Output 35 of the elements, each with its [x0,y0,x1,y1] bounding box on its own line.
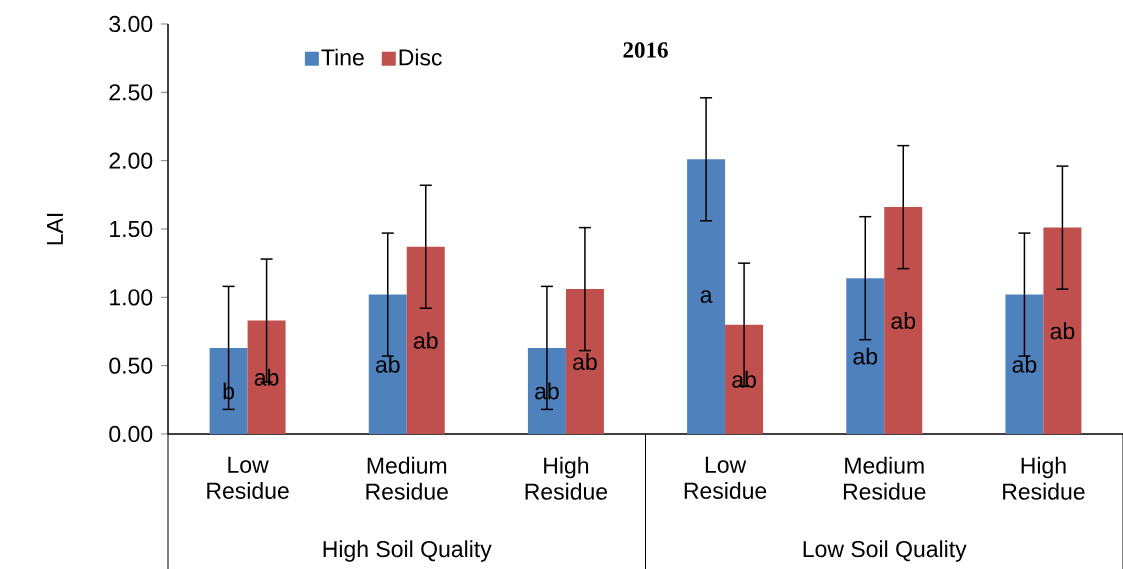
y-tick-label: 1.50 [110,220,153,238]
legend-label: Disc [399,48,442,66]
x-tick-label: High Residue [525,456,608,500]
text: 2016 [623,42,668,58]
legend-label: Tine [321,48,364,66]
data-label: ab [573,353,597,370]
x-tick-label: Medium Residue [843,456,926,500]
text: Low Soil Quality [803,540,967,562]
x-tick-label: High Residue [1003,456,1085,500]
y-tick-label: 0.00 [109,425,153,443]
data-label: ab [1050,322,1075,340]
bar [884,207,923,434]
bar [406,246,445,434]
bar [368,294,407,434]
y-tick-label: 0.50 [109,357,153,374]
data-label: ab [853,347,878,365]
bar [1005,294,1044,434]
data-label: ab [375,355,400,373]
bar [687,159,726,434]
y-tick-label: 1.00 [110,289,153,306]
y-tick-label: 2.00 [109,152,153,169]
x-tick-label: Low Residue [684,456,767,499]
data-label: ab [1012,355,1037,373]
text: High Soil Quality [323,540,492,562]
x-tick-label: Medium Residue [366,456,448,500]
x-tick-label: Low Residue [207,456,289,499]
bar [565,289,604,434]
data-label: ab [413,331,438,349]
bar [846,278,885,434]
bar [1043,227,1082,434]
y-tick-label: 2.50 [109,84,153,101]
data-label: ab [891,312,916,329]
y-axis-title: LAI [47,213,63,245]
y-tick-label: 3.00 [109,15,153,33]
data-label: a [700,290,713,303]
